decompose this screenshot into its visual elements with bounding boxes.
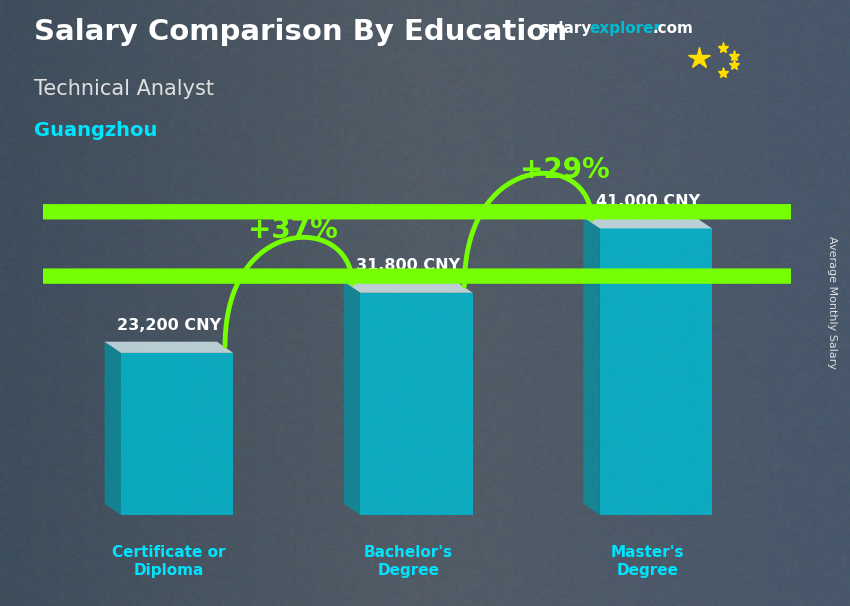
Text: salary: salary <box>540 21 592 36</box>
Text: Technical Analyst: Technical Analyst <box>34 79 214 99</box>
Text: Average Monthly Salary: Average Monthly Salary <box>827 236 837 370</box>
Text: explorer: explorer <box>589 21 661 36</box>
Text: Guangzhou: Guangzhou <box>34 121 157 140</box>
Polygon shape <box>583 217 600 515</box>
Text: Master's
Degree: Master's Degree <box>611 545 684 578</box>
Bar <box>600 228 712 515</box>
Text: 31,800 CNY: 31,800 CNY <box>356 258 461 273</box>
Bar <box>121 353 233 515</box>
Text: Salary Comparison By Education: Salary Comparison By Education <box>34 18 567 46</box>
Text: +29%: +29% <box>520 156 610 184</box>
Polygon shape <box>105 342 233 353</box>
Text: 41,000 CNY: 41,000 CNY <box>596 194 700 209</box>
Text: Certificate or
Diploma: Certificate or Diploma <box>112 545 225 578</box>
Polygon shape <box>0 268 850 284</box>
Polygon shape <box>583 217 712 228</box>
Text: Bachelor's
Degree: Bachelor's Degree <box>364 545 453 578</box>
Bar <box>360 293 473 515</box>
Text: .com: .com <box>653 21 694 36</box>
Text: 23,200 CNY: 23,200 CNY <box>116 318 221 333</box>
Polygon shape <box>344 282 473 293</box>
Text: +37%: +37% <box>248 216 338 244</box>
Polygon shape <box>344 282 360 515</box>
Polygon shape <box>105 342 121 515</box>
Polygon shape <box>0 204 850 219</box>
